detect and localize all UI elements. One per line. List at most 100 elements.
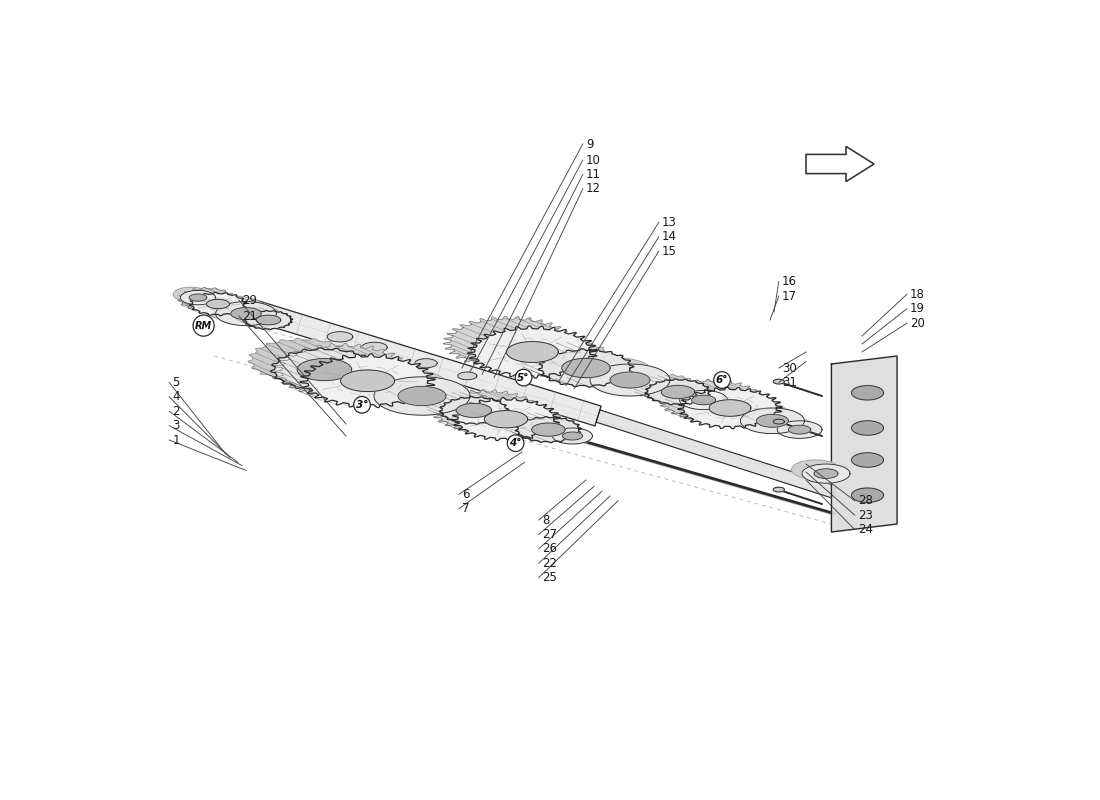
Polygon shape (234, 306, 283, 326)
Text: 3°: 3° (355, 400, 368, 410)
Text: 17: 17 (782, 290, 797, 302)
Polygon shape (341, 370, 395, 391)
Polygon shape (249, 338, 356, 382)
Polygon shape (806, 146, 874, 182)
Polygon shape (189, 294, 207, 301)
Polygon shape (452, 398, 560, 441)
Text: 14: 14 (662, 230, 676, 243)
Polygon shape (680, 390, 727, 410)
Polygon shape (456, 403, 492, 418)
Polygon shape (415, 358, 437, 368)
Polygon shape (670, 386, 718, 406)
Text: 27: 27 (542, 528, 557, 541)
Polygon shape (851, 488, 883, 502)
Polygon shape (792, 460, 839, 479)
Polygon shape (531, 423, 565, 436)
Text: 25: 25 (542, 571, 557, 584)
Text: 22: 22 (542, 557, 557, 570)
Text: 16: 16 (782, 275, 797, 288)
Polygon shape (202, 296, 264, 320)
Polygon shape (484, 410, 528, 428)
Polygon shape (327, 332, 353, 342)
Text: 4: 4 (173, 390, 180, 403)
Polygon shape (398, 386, 446, 406)
Polygon shape (789, 426, 811, 434)
Text: 3: 3 (173, 419, 179, 432)
Text: 9: 9 (586, 138, 594, 150)
Polygon shape (180, 290, 216, 305)
Polygon shape (251, 301, 601, 426)
Text: 12: 12 (586, 182, 601, 195)
Polygon shape (574, 358, 654, 390)
Text: 6°: 6° (716, 375, 728, 385)
Polygon shape (773, 379, 784, 384)
Polygon shape (740, 408, 804, 434)
Text: 20: 20 (910, 317, 925, 330)
Polygon shape (692, 395, 716, 405)
Polygon shape (645, 379, 711, 405)
Polygon shape (773, 419, 784, 424)
Polygon shape (244, 310, 293, 330)
Text: 28: 28 (858, 494, 873, 507)
Text: 5: 5 (173, 376, 179, 389)
Polygon shape (458, 372, 477, 380)
Polygon shape (432, 390, 540, 433)
Text: 24: 24 (858, 523, 873, 536)
Polygon shape (778, 421, 822, 438)
Text: 11: 11 (586, 168, 601, 181)
Polygon shape (757, 414, 789, 427)
Text: 1: 1 (173, 434, 180, 446)
Polygon shape (632, 374, 698, 400)
Polygon shape (300, 354, 436, 408)
Polygon shape (538, 349, 634, 387)
Polygon shape (851, 386, 883, 400)
Polygon shape (374, 377, 470, 415)
Text: 10: 10 (586, 154, 601, 166)
Polygon shape (562, 432, 582, 440)
Polygon shape (661, 386, 695, 398)
Polygon shape (727, 403, 792, 429)
Polygon shape (506, 342, 559, 362)
Polygon shape (596, 410, 836, 498)
Polygon shape (851, 453, 883, 467)
Text: 29: 29 (242, 294, 257, 306)
Polygon shape (659, 379, 763, 421)
Text: 8: 8 (542, 514, 549, 526)
Polygon shape (439, 397, 509, 424)
Text: 23: 23 (858, 509, 873, 522)
Text: RM: RM (195, 321, 212, 330)
Text: 18: 18 (910, 288, 925, 301)
Polygon shape (231, 308, 261, 319)
Polygon shape (544, 425, 584, 441)
Text: 30: 30 (782, 362, 796, 374)
Polygon shape (519, 341, 615, 379)
Polygon shape (173, 287, 208, 302)
Polygon shape (516, 417, 582, 442)
Polygon shape (178, 287, 235, 311)
Text: 5°: 5° (517, 373, 530, 382)
Polygon shape (274, 343, 409, 398)
Polygon shape (362, 342, 387, 353)
Polygon shape (562, 358, 611, 378)
Polygon shape (769, 418, 813, 435)
Polygon shape (610, 372, 650, 388)
Polygon shape (503, 412, 569, 438)
Polygon shape (271, 348, 378, 391)
Polygon shape (443, 316, 573, 369)
Polygon shape (207, 299, 230, 309)
Text: 13: 13 (662, 216, 676, 229)
Polygon shape (814, 469, 838, 478)
Polygon shape (354, 369, 450, 407)
Polygon shape (552, 428, 593, 444)
Text: 15: 15 (662, 245, 676, 258)
Polygon shape (710, 400, 751, 416)
Polygon shape (256, 315, 280, 325)
Text: 19: 19 (910, 302, 925, 315)
Text: 26: 26 (542, 542, 557, 555)
Polygon shape (297, 358, 352, 381)
Polygon shape (851, 421, 883, 435)
Text: 4°: 4° (509, 438, 521, 448)
Polygon shape (832, 356, 896, 532)
Polygon shape (425, 391, 494, 418)
Polygon shape (773, 487, 784, 492)
